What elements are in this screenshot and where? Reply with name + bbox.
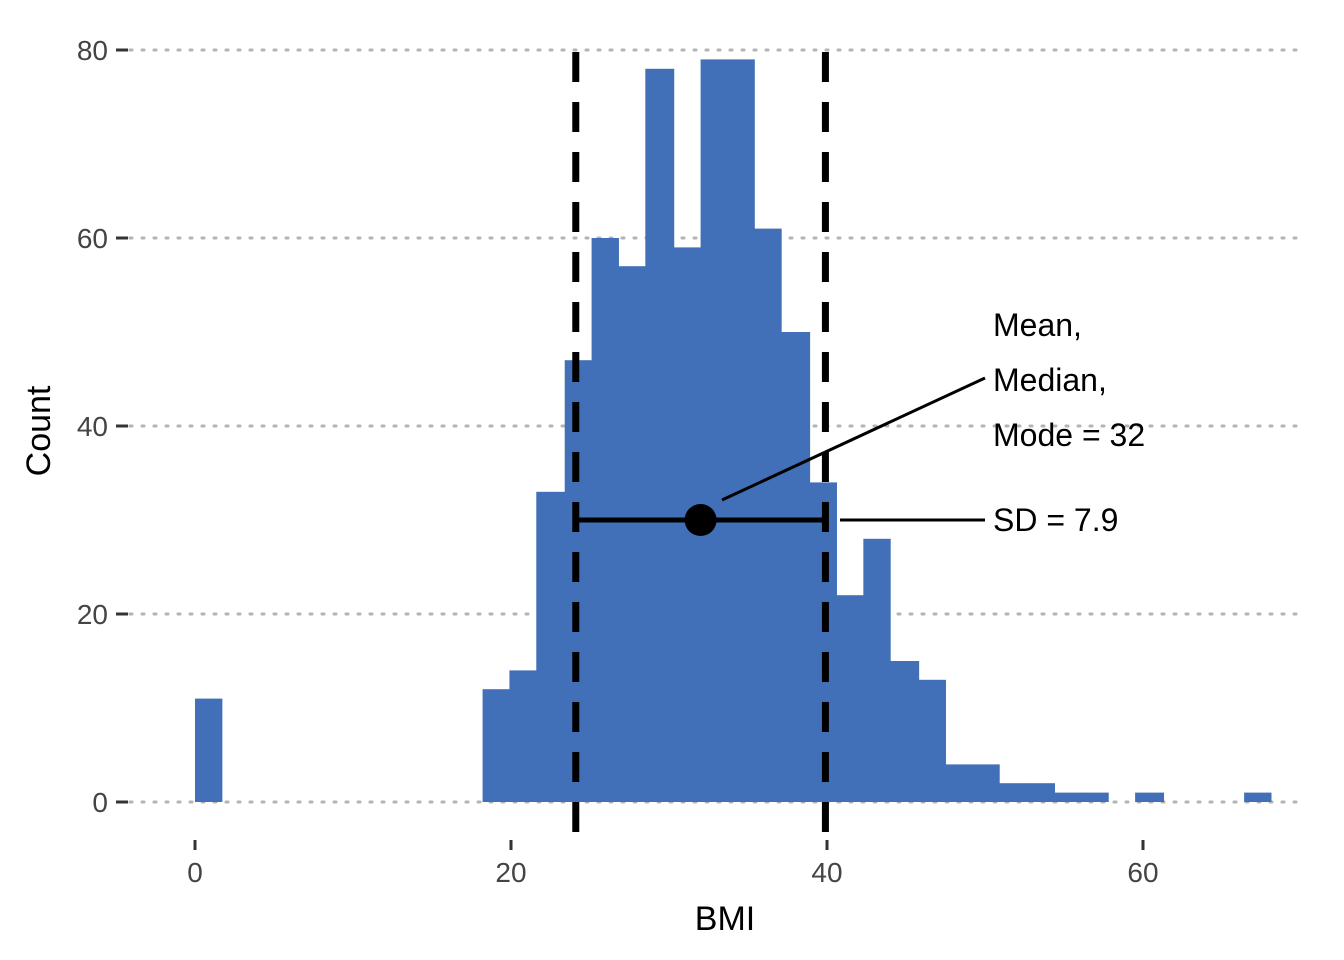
y-tick-label: 40 (77, 411, 108, 442)
mode-annotation-line: Mode = 32 (993, 417, 1145, 453)
histogram-bar (1054, 792, 1082, 802)
histogram-bar (999, 783, 1027, 802)
y-axis-title: Count (20, 385, 58, 476)
histogram-bar (945, 764, 973, 802)
histogram-bar (918, 679, 946, 802)
histogram-bar (645, 68, 675, 803)
mean-annotation-line: Mean, (993, 307, 1082, 343)
axes: 0 20 40 60 80 0 20 40 60 (77, 35, 1159, 888)
histogram-bar (536, 491, 566, 802)
x-tick-label: 60 (1127, 857, 1158, 888)
y-tick-label: 60 (77, 223, 108, 254)
histogram-bar (972, 764, 1000, 802)
histogram-bar (754, 228, 782, 803)
histogram-bar (482, 689, 510, 802)
histogram-bar (509, 670, 537, 802)
histogram-bar (195, 698, 223, 802)
x-tick-label: 20 (495, 857, 526, 888)
y-tick-label: 20 (77, 599, 108, 630)
x-axis-title: BMI (695, 900, 755, 938)
histogram-bar (1081, 792, 1109, 802)
histogram-bar (700, 59, 728, 802)
x-tick-label: 0 (187, 857, 203, 888)
histogram-bar (1135, 792, 1165, 802)
y-tick-label: 0 (92, 787, 108, 818)
histogram-bar (781, 332, 811, 802)
mean-point (684, 504, 717, 536)
sd-annotation-label: SD = 7.9 (993, 502, 1118, 538)
median-annotation-line: Median, (993, 362, 1107, 398)
histogram-bar (809, 482, 837, 802)
histogram-bar (1244, 792, 1272, 802)
histogram-bar (727, 59, 755, 802)
y-tick-label: 80 (77, 35, 108, 66)
histogram-bar (863, 538, 891, 802)
histogram-bar (618, 266, 646, 802)
annotations: Mean, Median, Mode = 32 SD = 7.9 (721, 307, 1145, 538)
histogram-bar (890, 661, 920, 802)
histogram-bar (836, 595, 864, 802)
statistics-overlay (572, 52, 829, 840)
x-tick-label: 40 (811, 857, 842, 888)
center-annotation-leader (721, 376, 986, 502)
histogram-bar (1026, 783, 1056, 802)
